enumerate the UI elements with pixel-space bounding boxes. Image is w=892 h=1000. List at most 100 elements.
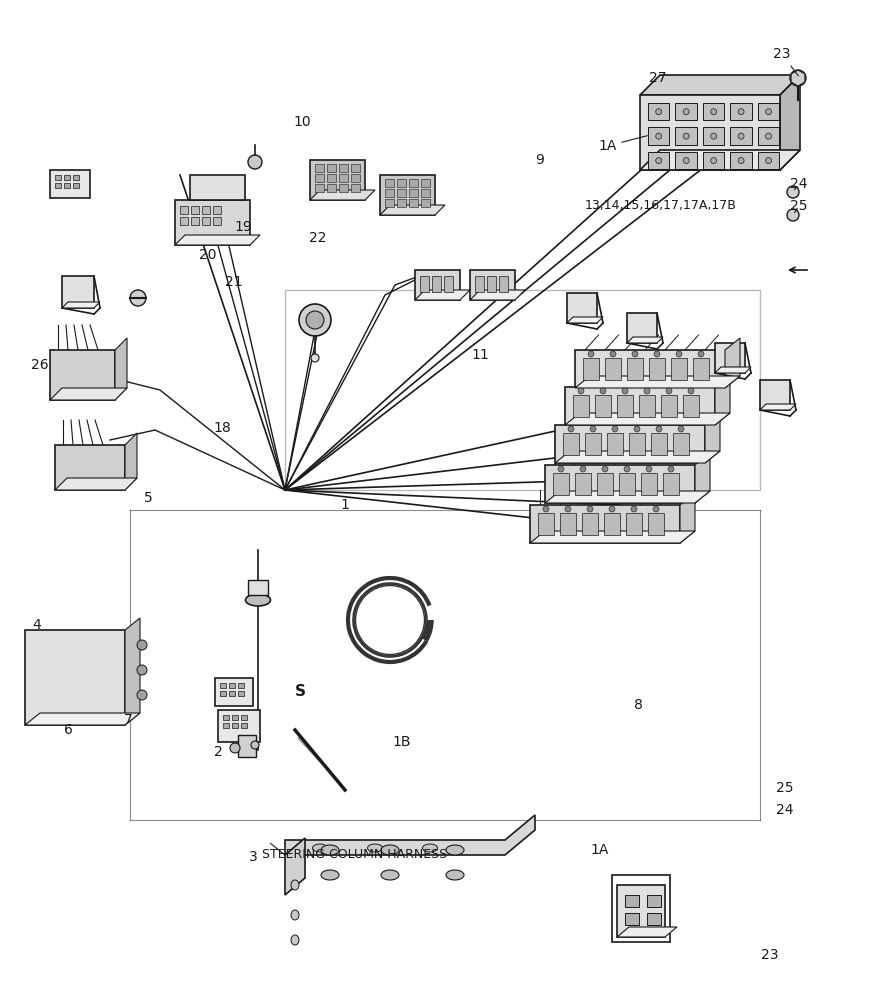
Circle shape (654, 351, 660, 357)
Bar (73, 175, 79, 180)
Ellipse shape (312, 844, 327, 852)
Circle shape (787, 186, 799, 198)
Bar (397, 179, 406, 187)
Text: 24: 24 (776, 803, 794, 817)
Polygon shape (545, 491, 710, 503)
Circle shape (738, 158, 744, 164)
Bar (731, 152, 752, 169)
Bar (327, 164, 336, 172)
Text: STEERING COLUMN HARNESS: STEERING COLUMN HARNESS (262, 848, 447, 861)
Bar (760, 380, 790, 410)
Circle shape (765, 133, 772, 139)
Bar (626, 513, 642, 535)
Bar (385, 189, 394, 197)
Circle shape (711, 109, 716, 115)
Circle shape (683, 158, 690, 164)
Bar (530, 505, 680, 543)
Bar (585, 433, 601, 455)
Polygon shape (415, 290, 470, 300)
Circle shape (656, 158, 662, 164)
Bar (339, 184, 348, 192)
Bar (731, 103, 752, 120)
Bar (573, 395, 589, 417)
Polygon shape (270, 843, 285, 855)
Circle shape (644, 388, 650, 394)
Bar (444, 276, 453, 292)
Bar (229, 691, 235, 696)
Bar (397, 199, 406, 207)
Circle shape (230, 743, 240, 753)
Polygon shape (115, 338, 127, 400)
Text: 10: 10 (293, 115, 310, 129)
Circle shape (790, 70, 806, 86)
Circle shape (137, 640, 147, 650)
Bar (64, 175, 70, 180)
Text: 8: 8 (633, 698, 642, 712)
Bar (421, 189, 430, 197)
Bar (607, 433, 623, 455)
Circle shape (612, 426, 618, 432)
Circle shape (656, 133, 662, 139)
Bar (560, 513, 576, 535)
Bar (675, 103, 697, 120)
Bar (55, 183, 61, 188)
Bar (565, 387, 715, 425)
Circle shape (248, 155, 262, 169)
Bar (409, 179, 418, 187)
Bar (758, 103, 780, 120)
Bar (238, 691, 244, 696)
Text: 23: 23 (773, 47, 798, 76)
Circle shape (543, 506, 549, 512)
Circle shape (634, 426, 640, 432)
Bar (50, 350, 115, 400)
Bar (64, 183, 70, 188)
Bar (731, 127, 752, 145)
Circle shape (738, 133, 744, 139)
Bar (663, 473, 679, 495)
Bar (625, 913, 639, 925)
Circle shape (646, 466, 652, 472)
Bar (648, 127, 670, 145)
Circle shape (624, 466, 630, 472)
Text: 20: 20 (199, 248, 217, 262)
Polygon shape (680, 493, 695, 543)
Circle shape (580, 466, 586, 472)
Polygon shape (470, 290, 525, 300)
Bar (538, 513, 554, 535)
Bar (555, 425, 705, 463)
Text: 7: 7 (124, 713, 132, 727)
Bar (220, 683, 226, 688)
Circle shape (632, 351, 638, 357)
Circle shape (765, 158, 772, 164)
Bar (180, 217, 188, 225)
Text: 19: 19 (234, 220, 252, 234)
Bar (671, 358, 687, 380)
Bar (50, 170, 90, 198)
Bar (397, 189, 406, 197)
Bar (327, 174, 336, 182)
Bar (575, 350, 725, 388)
Bar (583, 358, 599, 380)
Bar (351, 164, 360, 172)
Circle shape (683, 109, 690, 115)
Bar (675, 152, 697, 169)
Bar (619, 473, 635, 495)
Bar (597, 473, 613, 495)
Bar (73, 183, 79, 188)
Bar (191, 217, 199, 225)
Bar (232, 723, 238, 728)
Bar (190, 175, 245, 200)
Circle shape (668, 466, 674, 472)
Polygon shape (50, 388, 127, 400)
Bar (553, 473, 569, 495)
Bar (661, 395, 677, 417)
Polygon shape (725, 338, 740, 388)
Polygon shape (380, 205, 445, 215)
Bar (55, 445, 125, 490)
Circle shape (600, 388, 606, 394)
Bar (648, 152, 670, 169)
Ellipse shape (291, 880, 299, 890)
Circle shape (698, 351, 704, 357)
Text: 9: 9 (535, 153, 544, 167)
Circle shape (711, 158, 716, 164)
